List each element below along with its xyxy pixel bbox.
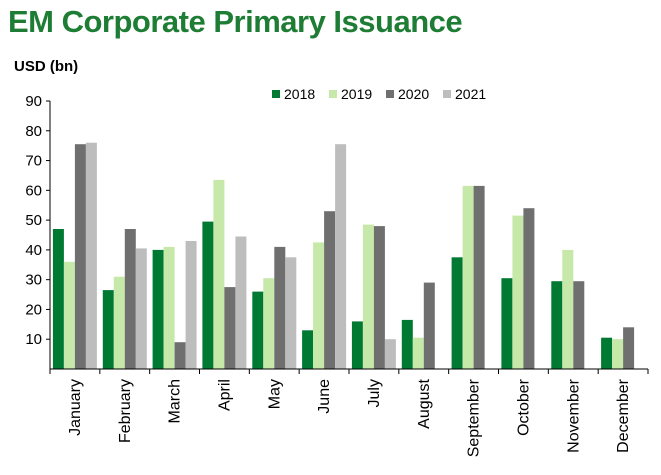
y-tick-label: 10 [25, 331, 42, 348]
x-tick-label-november: November [565, 378, 582, 452]
bar-2018-july [351, 321, 363, 369]
bar-2018-april [202, 221, 214, 369]
x-tick-label-august: August [416, 378, 433, 428]
y-tick-label: 50 [25, 212, 42, 229]
bar-2019-may [263, 278, 275, 369]
legend-label-2021: 2021 [455, 86, 486, 102]
bar-2018-january [52, 229, 64, 369]
bar-2019-december [612, 339, 624, 369]
x-tick-label-may: May [266, 379, 283, 409]
bar-2020-february [124, 229, 136, 369]
bar-2018-june [302, 330, 314, 369]
x-tick-label-october: October [515, 378, 532, 436]
y-tick-label: 30 [25, 272, 42, 289]
y-tick-label: 80 [25, 123, 42, 140]
bar-2021-february [135, 248, 147, 369]
bar-2018-february [102, 290, 114, 369]
bar-2020-november [573, 281, 585, 369]
y-tick-label: 70 [25, 153, 42, 170]
bar-2020-june [324, 211, 336, 369]
bar-2019-july [362, 224, 374, 369]
x-tick-label-september: September [466, 378, 483, 457]
legend-swatch-2021 [443, 90, 451, 98]
bar-2018-october [501, 278, 513, 369]
bar-2020-september [473, 185, 485, 369]
legend-swatch-2018 [272, 90, 280, 98]
x-tick-label-february: February [117, 379, 134, 443]
bar-2021-january [85, 142, 97, 369]
bar-2018-december [601, 337, 613, 369]
bar-2018-march [152, 249, 164, 369]
x-tick-label-january: January [67, 379, 84, 436]
bar-2018-november [551, 281, 563, 369]
bar-2020-may [274, 246, 286, 369]
bar-2019-november [562, 249, 574, 369]
bar-2020-july [373, 226, 385, 369]
y-tick-label: 90 [25, 93, 42, 110]
legend-swatch-2020 [386, 90, 394, 98]
bar-2019-february [113, 276, 125, 369]
bar-2019-october [512, 215, 524, 369]
bar-2021-april [235, 236, 247, 369]
legend-label-2018: 2018 [284, 86, 315, 102]
y-tick-label: 40 [25, 242, 42, 259]
bar-2019-january [63, 261, 75, 369]
x-tick-label-april: April [216, 379, 233, 411]
x-tick-label-june: June [316, 379, 333, 414]
bar-2019-september [462, 185, 474, 369]
x-tick-label-december: December [615, 378, 632, 452]
bar-2018-september [451, 257, 463, 369]
legend-label-2019: 2019 [341, 86, 372, 102]
y-tick-label: 20 [25, 301, 42, 318]
axes-group: 10 20 30 40 50 60 70 80 90 January February March Ap… [25, 93, 649, 457]
legend-label-2020: 2020 [398, 86, 429, 102]
bars-group [52, 142, 635, 369]
bar-2020-december [623, 327, 635, 369]
legend-swatch-2019 [329, 90, 337, 98]
bar-2020-january [74, 144, 86, 369]
x-tick-label-july: July [366, 379, 383, 407]
bar-2019-march [163, 246, 175, 369]
bar-2019-june [313, 242, 325, 369]
bar-2021-june [335, 144, 347, 369]
bar-2020-april [224, 287, 236, 369]
chart-title: EM Corporate Primary Issuance [8, 4, 463, 39]
y-axis-unit-label: USD (bn) [14, 58, 79, 75]
bar-2020-august [423, 282, 435, 369]
y-tick-label: 60 [25, 182, 42, 199]
bar-2018-august [401, 319, 413, 369]
bar-2020-march [174, 342, 186, 369]
x-tick-label-march: March [167, 379, 184, 423]
bar-2019-april [213, 179, 225, 369]
bar-2021-july [384, 339, 396, 369]
bar-2021-march [185, 241, 197, 369]
bar-2021-may [285, 257, 297, 369]
legend: 2018 2019 2020 2021 [272, 86, 486, 102]
bar-2020-october [523, 208, 535, 369]
bar-2019-august [412, 337, 424, 369]
bar-2018-may [252, 291, 264, 369]
